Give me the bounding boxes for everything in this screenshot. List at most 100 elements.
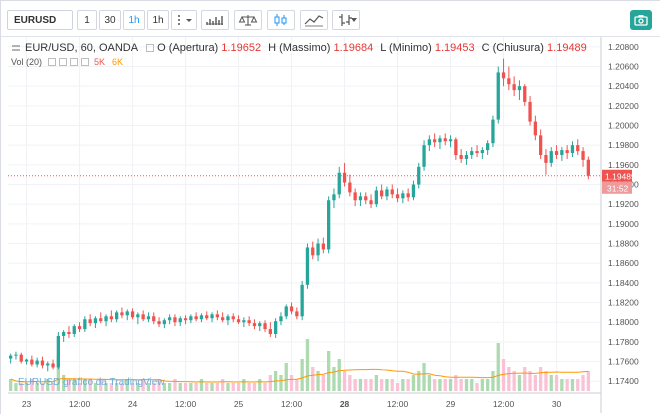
ohlc-bars-button[interactable] [332, 10, 360, 30]
volume-remove-icon[interactable] [81, 58, 90, 66]
volume-bar [380, 379, 384, 391]
candle-body [35, 360, 39, 365]
collapse-icon[interactable] [11, 43, 21, 53]
last-price-label: 1.19489 [605, 171, 636, 181]
volume-bar [295, 379, 299, 391]
volume-visibility-icon[interactable] [48, 58, 57, 66]
candle-body [554, 151, 559, 156]
candle-body [443, 138, 447, 142]
candle-body [268, 329, 272, 334]
volume-bar [51, 383, 55, 391]
candle-body [157, 321, 161, 325]
volume-bar [486, 379, 490, 391]
volume-bar [236, 383, 241, 391]
countdown-label: 31:52 [607, 183, 629, 193]
volume-bar [512, 371, 516, 391]
volume-bar [67, 379, 71, 391]
volume-bar [528, 371, 532, 391]
candle-body [417, 166, 421, 185]
candle-body [130, 311, 135, 318]
time-tick-label: 23 [22, 399, 32, 409]
volume-bar [364, 379, 368, 391]
volume-bar [395, 383, 400, 391]
price-tick-label: 1.18000 [608, 317, 639, 327]
volume-bar [411, 375, 416, 391]
volume-bar [332, 367, 336, 391]
candle-body [374, 190, 378, 205]
candle-body [215, 314, 219, 318]
time-tick-label: 12:00 [387, 399, 409, 409]
volume-bar [544, 371, 548, 391]
compare-button[interactable] [234, 10, 262, 30]
volume-bar [565, 379, 569, 391]
volume-bar [342, 371, 347, 391]
candle-body [364, 196, 368, 201]
candle-body [496, 72, 500, 120]
volume-bar [369, 379, 373, 391]
chart-style-dropdown[interactable] [346, 10, 362, 30]
candle-body [178, 318, 182, 323]
price-tick-label: 1.20000 [608, 121, 639, 131]
volume-source-icon[interactable] [70, 58, 79, 66]
volume-bar [99, 379, 103, 391]
candle-body [438, 138, 442, 143]
series-title: EUR/USD, 60, OANDA [25, 42, 139, 54]
candles-button[interactable] [267, 10, 295, 30]
candle-body [576, 145, 580, 152]
interval-1h-alt-button[interactable]: 1h [147, 10, 169, 30]
candle-body [501, 72, 506, 79]
candle-body [327, 200, 331, 250]
candle-body [358, 196, 363, 201]
volume-bar [438, 379, 442, 391]
price-tick-label: 1.20600 [608, 62, 639, 72]
volume-bar [390, 379, 394, 391]
candle-body [305, 247, 310, 285]
indicators-button[interactable] [201, 10, 229, 30]
line-chart-button[interactable] [300, 10, 328, 30]
volume-bar [231, 383, 235, 391]
interval-30-button[interactable]: 30 [99, 10, 121, 30]
volume-bar [77, 383, 82, 391]
watermark-link[interactable]: EURUSD grafico da TradingView [18, 377, 165, 388]
volume-bar [279, 375, 283, 391]
volume-bar [470, 379, 474, 391]
open-value: 1.19652 [221, 42, 262, 54]
volume-bar [14, 383, 18, 391]
interval-more-button[interactable] [171, 10, 197, 30]
interval-1-button[interactable]: 1 [77, 10, 97, 30]
snapshot-button[interactable] [630, 10, 652, 30]
top-toolbar: EURUSD 1 30 1h 1h [1, 1, 660, 37]
countdown-badge [602, 181, 632, 194]
candle-body [146, 316, 151, 320]
candle-body [210, 314, 214, 319]
interval-1h-label: 1h [128, 14, 140, 26]
candle-body [183, 318, 188, 321]
volume-bar [305, 339, 310, 391]
candle-body [517, 86, 522, 91]
candle-body [189, 316, 193, 321]
volume-bar [157, 379, 161, 391]
candle-body [337, 172, 341, 195]
volume-bar [189, 383, 193, 391]
volume-bar [247, 383, 251, 391]
volume-bar [120, 383, 124, 391]
price-tick-label: 1.18600 [608, 258, 639, 268]
symbol-search-input[interactable]: EURUSD [7, 10, 73, 30]
volume-bar [401, 379, 405, 391]
candle-body [67, 332, 71, 334]
candle-body [549, 151, 553, 163]
candle-body [544, 155, 548, 163]
volume-bar [268, 375, 272, 391]
interval-1h-button[interactable]: 1h [123, 10, 145, 30]
series-settings-icon[interactable] [146, 44, 155, 52]
volume-bar [289, 375, 294, 391]
candle-body [470, 151, 474, 156]
candle-body [459, 155, 463, 159]
volume-bar [300, 359, 304, 391]
volume-bar [358, 379, 363, 391]
volume-settings-icon[interactable] [59, 58, 68, 66]
candle-body [512, 84, 516, 91]
candle-body [385, 189, 389, 197]
price-chart[interactable]: 1.20800 1.20600 1.20400 1.20200 1.20000 1.198… [1, 37, 660, 414]
volume-bar [284, 363, 288, 391]
